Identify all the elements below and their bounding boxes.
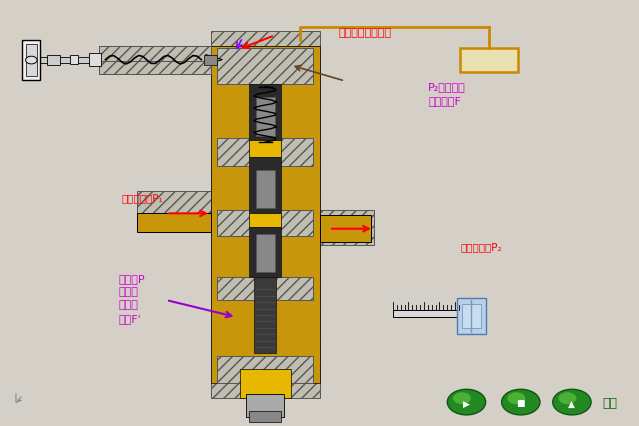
Polygon shape	[206, 55, 222, 66]
Bar	[320, 211, 374, 245]
Bar	[249, 213, 281, 228]
Bar	[204, 55, 217, 66]
Bar	[217, 211, 313, 236]
Bar	[249, 141, 281, 158]
Bar	[460, 49, 518, 72]
Bar	[47, 56, 60, 66]
Bar	[217, 356, 313, 383]
Circle shape	[507, 392, 525, 404]
Bar	[462, 305, 481, 328]
Bar	[26, 45, 37, 77]
Bar	[211, 32, 320, 47]
Bar	[137, 215, 211, 232]
Bar	[291, 47, 320, 383]
Bar	[211, 47, 320, 383]
Text: ■: ■	[516, 398, 525, 408]
Text: P₂等于或大
于弹簧力F: P₂等于或大 于弹簧力F	[428, 82, 466, 106]
Bar	[99, 47, 211, 75]
Bar	[38, 58, 99, 63]
Text: ▶: ▶	[463, 398, 470, 408]
Bar	[457, 298, 486, 334]
Text: 一次压力油P₁: 一次压力油P₁	[121, 193, 163, 203]
Text: 二次压力油P₂: 二次压力油P₂	[460, 242, 502, 252]
Circle shape	[502, 389, 540, 415]
Bar	[22, 40, 40, 81]
Bar	[217, 49, 313, 85]
Bar	[256, 98, 275, 136]
Circle shape	[453, 392, 471, 404]
Bar	[217, 138, 313, 166]
Bar	[137, 213, 211, 232]
Bar	[249, 85, 281, 141]
Text: ▲: ▲	[569, 398, 575, 408]
Bar	[393, 311, 466, 317]
Bar	[249, 411, 281, 422]
Bar	[99, 62, 211, 75]
Bar	[70, 56, 78, 65]
Bar	[246, 394, 284, 417]
Bar	[211, 47, 240, 383]
Bar	[256, 170, 275, 209]
Circle shape	[558, 392, 576, 404]
Bar	[211, 382, 320, 398]
Bar	[249, 228, 281, 277]
Text: 返回: 返回	[603, 396, 618, 409]
Bar	[249, 158, 281, 213]
Text: 压力差P
等于或
大于弹
簧力F': 压力差P 等于或 大于弹 簧力F'	[118, 273, 145, 323]
Bar	[254, 277, 276, 354]
Bar	[217, 277, 313, 300]
Bar	[320, 215, 371, 243]
Bar	[99, 47, 211, 62]
Bar	[240, 369, 291, 398]
Bar	[256, 234, 275, 273]
Text: 由小孔溢流回油箱: 由小孔溢流回油箱	[339, 29, 392, 38]
Circle shape	[26, 57, 37, 65]
Bar	[89, 54, 101, 67]
Circle shape	[447, 389, 486, 415]
Circle shape	[553, 389, 591, 415]
Bar	[137, 192, 211, 215]
